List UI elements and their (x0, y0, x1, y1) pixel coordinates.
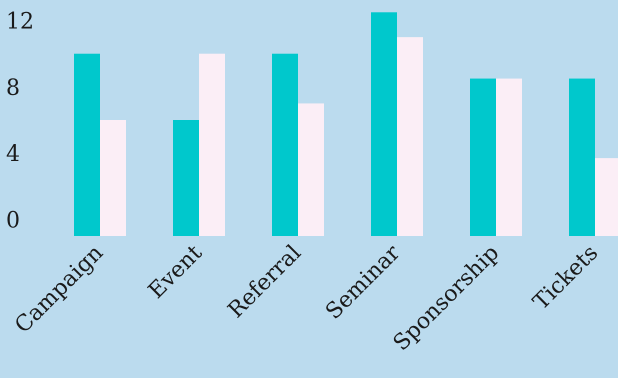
x-tick-label: Campaign (10, 241, 108, 339)
y-tick-label: 4 (6, 142, 20, 167)
bar-tickets-series-2 (595, 158, 618, 236)
bar-seminar-series-2 (397, 37, 423, 237)
bar-event-series-1 (173, 120, 199, 236)
bar-seminar-series-1 (371, 12, 397, 236)
bars (74, 12, 618, 237)
bar-referral-series-1 (272, 53, 298, 236)
bar-sponsorship-series-2 (496, 78, 522, 236)
bar-campaign-series-1 (74, 53, 100, 236)
x-tick-label: Tickets (529, 241, 604, 316)
y-tick-label: 0 (6, 208, 20, 233)
y-tick-label: 12 (6, 10, 34, 35)
bar-event-series-2 (199, 53, 225, 236)
y-axis-ticks: 0 4 8 12 (6, 10, 34, 234)
x-tick-label: Referral (224, 241, 307, 324)
x-tick-label: Seminar (321, 240, 405, 324)
bar-referral-series-2 (298, 103, 324, 236)
y-tick-label: 8 (6, 76, 20, 101)
bar-campaign-series-2 (100, 120, 126, 236)
bar-tickets-series-1 (569, 78, 595, 236)
x-tick-label: Sponsorship (389, 241, 504, 356)
x-tick-label: Event (144, 240, 207, 303)
bar-sponsorship-series-1 (470, 78, 496, 236)
